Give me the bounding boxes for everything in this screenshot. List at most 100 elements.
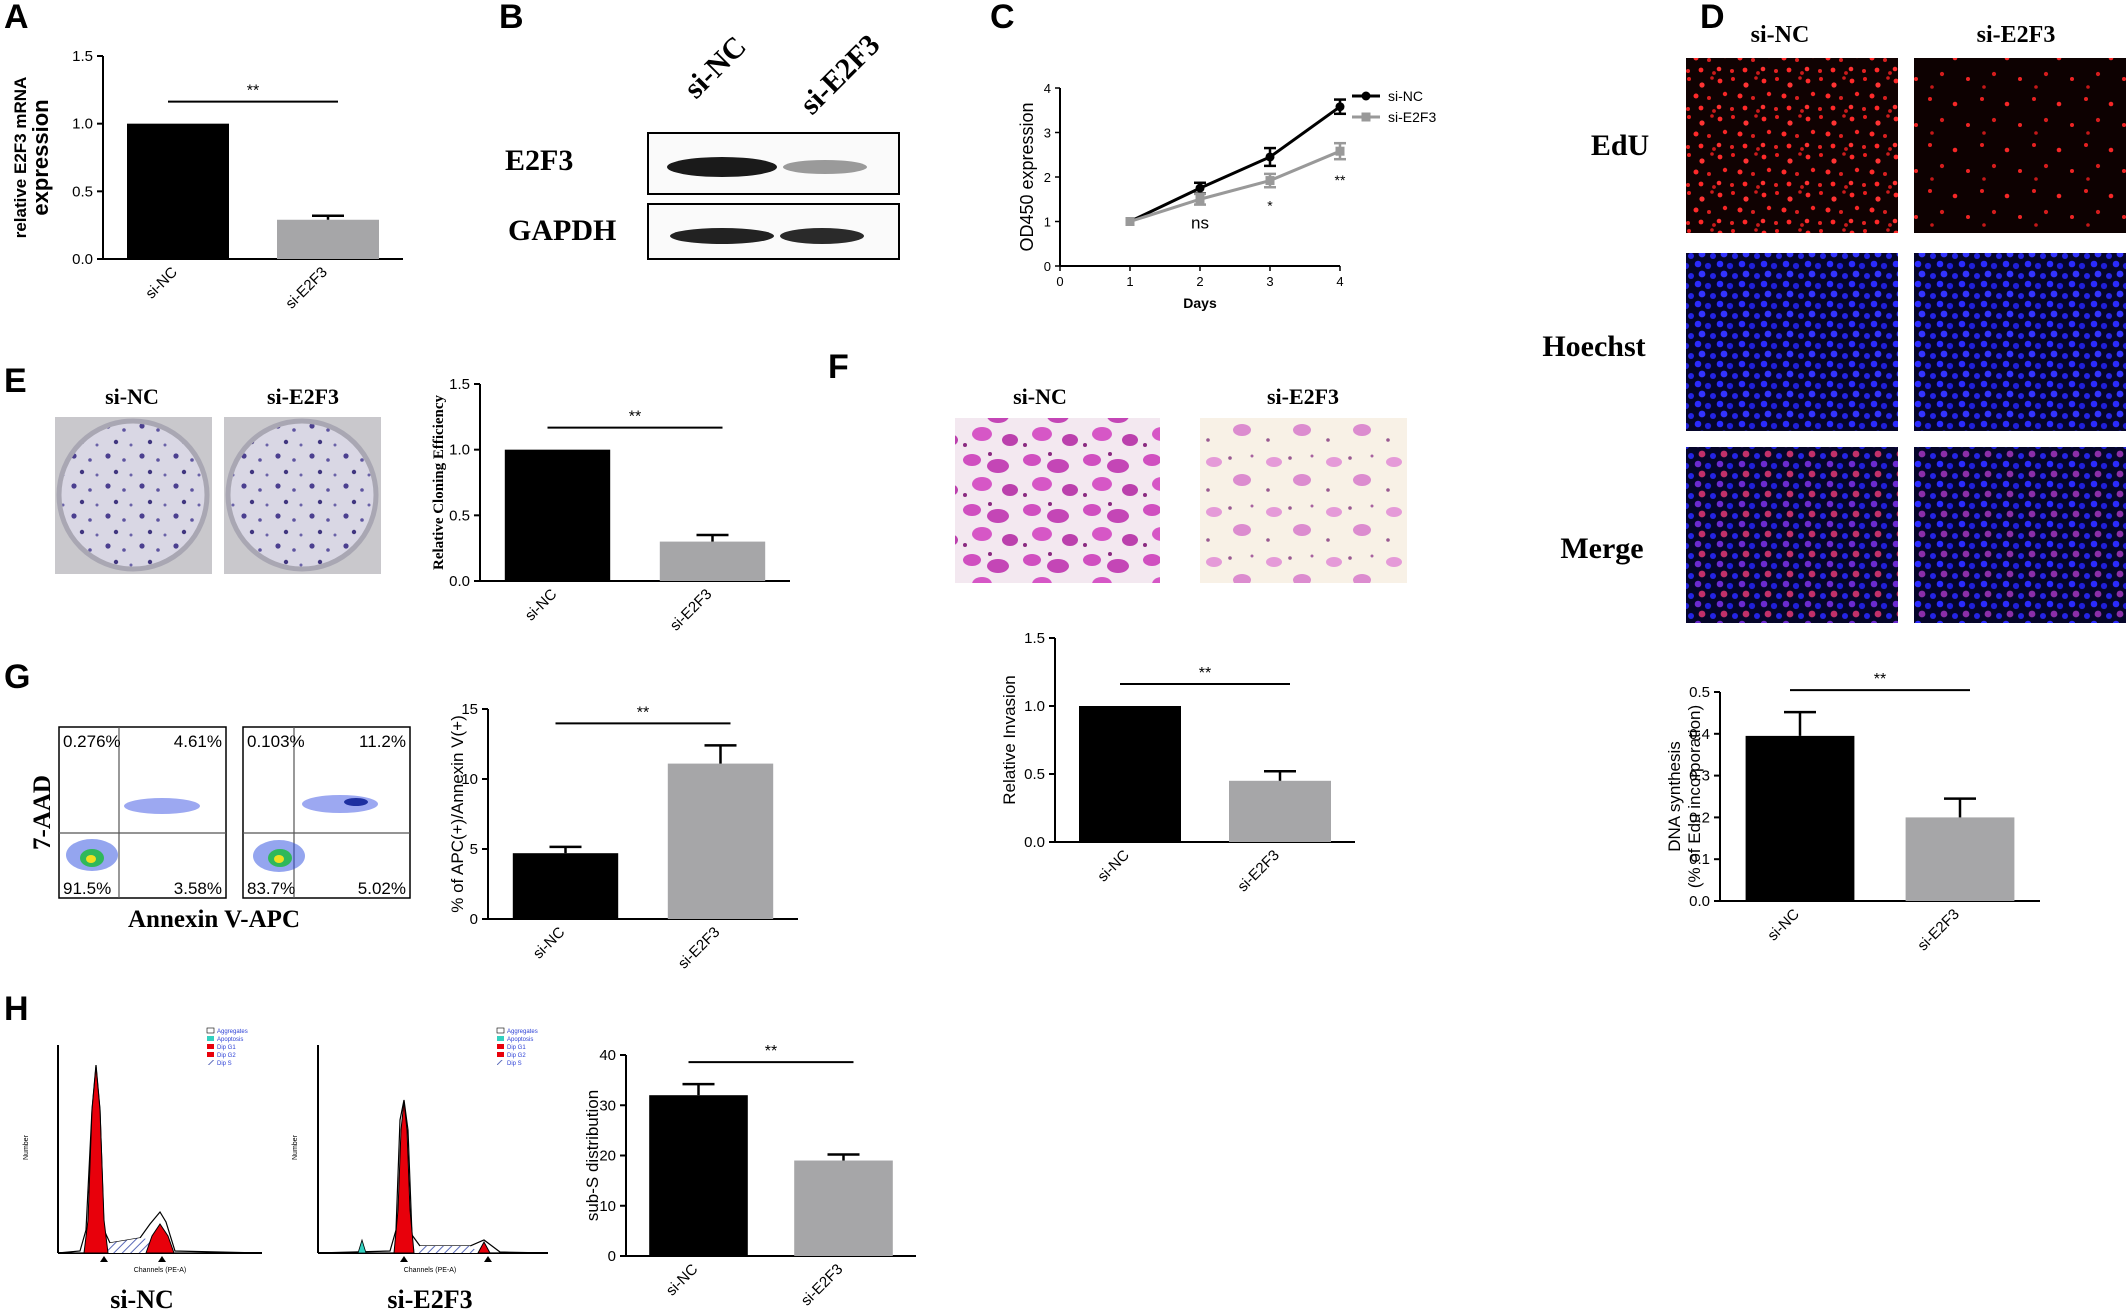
- x-tick-label: 4: [1336, 274, 1343, 289]
- svg-text:Aggregates: Aggregates: [217, 1029, 248, 1035]
- x-tick-label: si-E2F3: [1234, 847, 1283, 896]
- bar: [667, 763, 774, 919]
- data-point: [1265, 152, 1275, 162]
- y-tick-label: 0.0: [1689, 893, 1710, 910]
- data-point: [1125, 217, 1135, 226]
- significance-label: *: [1267, 198, 1273, 214]
- panel-letter-h: H: [4, 990, 29, 1028]
- chart-f-invasion: 0.0 0.5 1.0 1.5 si-NC si-E2F3 ** Relative Invas…: [1000, 630, 1355, 895]
- y-tick-label: 1.0: [449, 442, 470, 459]
- bar: [504, 449, 611, 581]
- invasion-image-e2f3: [1200, 418, 1407, 583]
- merge-image-e2f3: [1914, 447, 2126, 623]
- quadrant-label: 0.103%: [247, 732, 305, 751]
- x-tick-label: 2: [1196, 274, 1203, 289]
- invasion-images: si-NC si-E2F3: [955, 384, 1407, 583]
- plate-label: si-NC: [105, 384, 159, 409]
- blot-band: [670, 228, 774, 244]
- y-tick-label: 0.5: [72, 183, 93, 200]
- chart-a-mrna: 0.0 0.5 1.0 1.5 si-NC si-E2F3 ** relative E2F3 …: [11, 48, 403, 312]
- y-tick-label: 0: [608, 1248, 616, 1265]
- significance-label: **: [1199, 665, 1211, 682]
- svg-text:Aggregates: Aggregates: [507, 1029, 538, 1035]
- y-axis-label: sub-S distribution: [583, 1090, 602, 1221]
- flow-cytometry: 7-AAD Annexin V-APC 0.276% 4.61% 91.5% 3…: [29, 726, 411, 933]
- merge-image-nc: [1686, 447, 1898, 623]
- cell-cycle-histogram-e2f3: Channels (PE-A) Number Aggregates Apopto…: [292, 1027, 549, 1314]
- y-tick-label: 0.5: [1024, 766, 1045, 783]
- y-tick-label: 0.3: [1689, 768, 1710, 785]
- x-tick-label: si-E2F3: [1914, 906, 1963, 955]
- panel-letter-e: E: [4, 362, 27, 400]
- y-tick-label: 1: [1044, 215, 1051, 230]
- legend-marker: [1361, 112, 1371, 122]
- x-tick-label: si-E2F3: [282, 264, 331, 313]
- x-axis-label: Days: [1183, 295, 1217, 311]
- blot-band: [783, 160, 867, 174]
- invasion-label: si-E2F3: [1267, 384, 1339, 409]
- data-point: [1335, 146, 1345, 156]
- x-tick-label: 0: [1056, 274, 1063, 289]
- blot-band: [780, 228, 864, 244]
- bar: [659, 541, 766, 581]
- x-tick-label: si-E2F3: [667, 586, 716, 635]
- y-axis-label: DNA synthesis: [1665, 741, 1684, 852]
- significance-label: **: [1335, 172, 1346, 188]
- data-point: [1195, 194, 1205, 204]
- data-point: [1195, 183, 1205, 193]
- chart-g-apoptosis: 0 5 10 15 si-NC si-E2F3 ** % of APC(+)/Annexin …: [448, 701, 798, 972]
- y-tick-label: 0: [1044, 259, 1051, 274]
- hist-caption: si-NC: [110, 1285, 174, 1311]
- y-tick-label: 0.0: [449, 573, 470, 590]
- y-tick-label: 0.0: [72, 251, 93, 268]
- panel-letter-f: F: [828, 348, 849, 386]
- quadrant-label: 5.02%: [358, 879, 406, 898]
- hoechst-image-e2f3: [1914, 253, 2126, 431]
- svg-text:Dip S: Dip S: [217, 1061, 232, 1067]
- y-tick-label: 1.5: [1024, 630, 1045, 647]
- hist-xlabel: Channels (PE-A): [134, 1267, 187, 1274]
- svg-text:Dip G1: Dip G1: [507, 1045, 526, 1051]
- y-tick-label: 10: [599, 1198, 616, 1215]
- quadrant-label: 4.61%: [174, 732, 222, 751]
- hist-ylabel: Number: [23, 1134, 30, 1160]
- bar: [794, 1160, 893, 1256]
- series-line: [1129, 149, 1341, 223]
- chart-c-od450: 0 1 2 3 4 0 1 2 3 4 Days OD450 expression si-NC si-E2…: [1017, 81, 1436, 311]
- x-tick-label: 3: [1266, 274, 1273, 289]
- blot-band: [667, 157, 777, 177]
- hoechst-image-nc: [1686, 253, 1898, 431]
- colony-plate-e2f3: [225, 418, 379, 572]
- blot-band-label: E2F3: [505, 144, 573, 177]
- panel-letter-g: G: [4, 658, 30, 696]
- series-line: [1129, 105, 1341, 223]
- y-axis-label-line2: (% of Edu incorporation): [1685, 705, 1704, 888]
- blot-band-label: GAPDH: [508, 214, 616, 247]
- flow-plot-e2f3: 0.103% 11.2% 83.7% 5.02%: [242, 726, 411, 899]
- hist-legend: Aggregates Apoptosis Dip G1 Dip G2 Dip S: [496, 1027, 538, 1067]
- data-point: [1335, 102, 1345, 112]
- x-tick-label: si-E2F3: [675, 924, 724, 973]
- bar: [1229, 780, 1331, 842]
- x-tick-label: si-E2F3: [798, 1261, 847, 1310]
- western-blot: si-NC si-E2F3 E2F3 GAPDH: [505, 28, 900, 260]
- panel-letter-b: B: [499, 0, 524, 36]
- bar: [277, 219, 379, 259]
- y-tick-label: 4: [1044, 81, 1051, 96]
- y-axis-label: Relative Cloning Efficiency: [431, 395, 447, 570]
- x-tick-label: 1: [1126, 274, 1133, 289]
- quadrant-label: 91.5%: [63, 879, 111, 898]
- y-tick-label: 0.5: [449, 507, 470, 524]
- invasion-label: si-NC: [1013, 384, 1067, 409]
- svg-text:Apoptosis: Apoptosis: [217, 1037, 243, 1043]
- y-axis-label-line2: expression: [28, 99, 53, 215]
- y-tick-label: 1.5: [72, 48, 93, 65]
- bar: [1079, 706, 1181, 842]
- y-tick-label: 30: [599, 1097, 616, 1114]
- edu-images: si-NC si-E2F3 EdU Hoechst Merge: [1542, 22, 2126, 623]
- y-tick-label: 1.5: [449, 376, 470, 393]
- colony-plates: si-NC si-E2F3: [55, 384, 381, 574]
- y-axis-label: Relative Invasion: [1000, 675, 1019, 804]
- y-tick-label: 3: [1044, 126, 1051, 141]
- significance-label: ns: [1191, 213, 1209, 232]
